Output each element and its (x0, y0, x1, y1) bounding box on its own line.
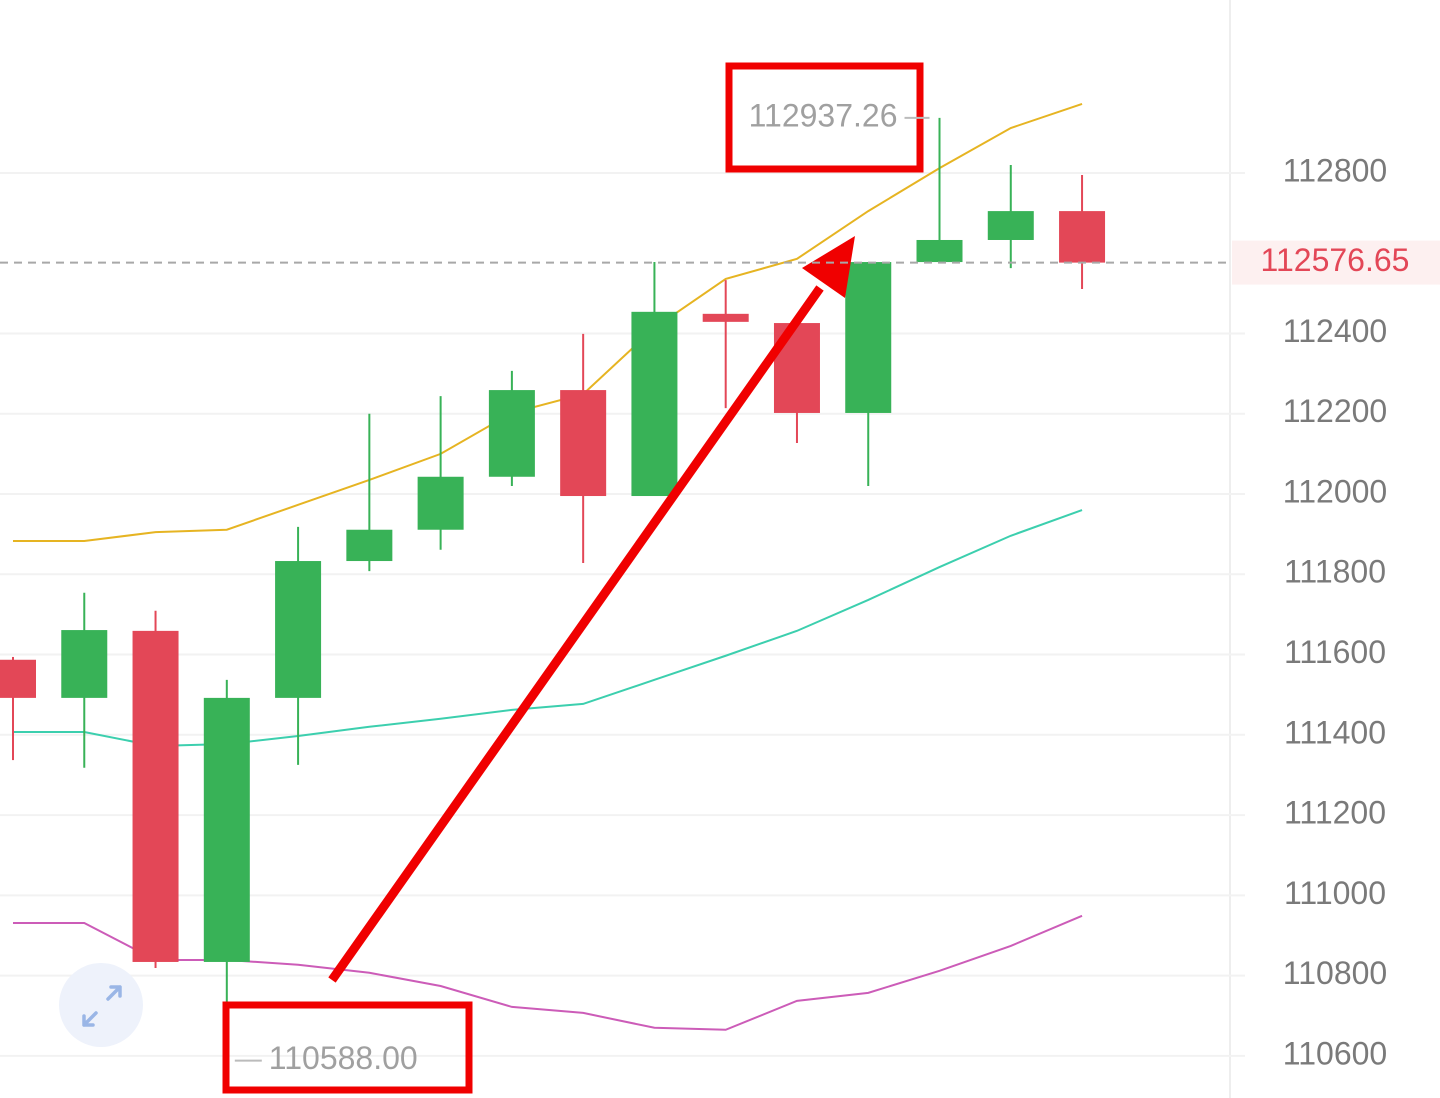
arrow-shaft (328, 285, 824, 983)
candle-body (0, 659, 36, 698)
candle-body (845, 262, 892, 413)
last-price-label: 112576.65 (1261, 242, 1410, 278)
candle-body (1059, 211, 1106, 263)
expand-button[interactable] (59, 963, 143, 1047)
candle-body (132, 630, 179, 962)
candle-body (417, 476, 464, 530)
y-tick-label: 112000 (1283, 473, 1387, 509)
band-line (13, 102, 1083, 542)
candle-body (488, 390, 535, 477)
arrow-head (802, 236, 855, 298)
band-line (13, 914, 1083, 1031)
candle-body (275, 561, 322, 698)
y-tick-label: 112800 (1283, 152, 1387, 188)
highlight-box (222, 1001, 473, 1094)
y-tick-label: 112200 (1283, 393, 1387, 429)
candle-body (987, 211, 1034, 240)
expand-icon[interactable] (82, 985, 122, 1027)
y-tick-label: 111200 (1284, 795, 1386, 831)
y-tick-label: 110800 (1283, 955, 1387, 991)
y-tick-label: 111400 (1284, 714, 1386, 750)
y-tick-label: 110600 (1283, 1035, 1387, 1071)
y-tick-label: 111000 (1284, 875, 1386, 911)
candle-body (203, 697, 250, 962)
candle-body (702, 313, 749, 322)
annotation-label: 112937.26 (749, 97, 898, 133)
annotation-overlay (222, 62, 924, 1094)
candle-body (631, 311, 678, 497)
candle-body (346, 529, 393, 562)
candle-body (61, 630, 108, 698)
annotation-label: 110588.00 (269, 1040, 418, 1076)
plot (0, 102, 1245, 1061)
last-price-bg (1232, 240, 1440, 285)
band-line (13, 509, 1083, 748)
candle-body (916, 239, 963, 263)
candle-body (560, 390, 607, 497)
y-tick-label: 111800 (1284, 554, 1386, 590)
y-tick-label: 112400 (1283, 313, 1387, 349)
y-tick-label: 111600 (1284, 634, 1386, 670)
expand-bg[interactable] (59, 963, 143, 1047)
